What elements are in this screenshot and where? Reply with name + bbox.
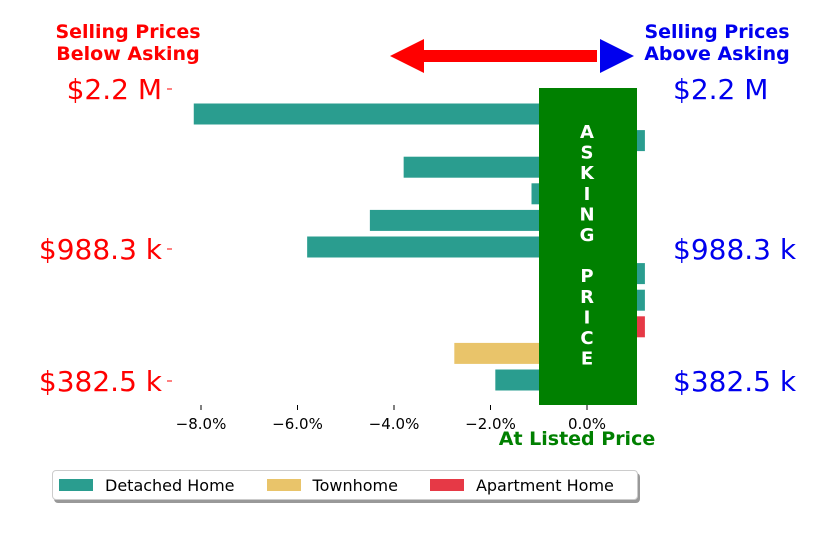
asking-price-letter: A <box>580 122 594 143</box>
bar <box>369 209 587 231</box>
price-labels: $2.2 M $988.3 k $382.5 k $2.2 M $988.3 k $382… <box>39 73 797 398</box>
header-right-line1: Selling Prices <box>644 21 789 43</box>
legend-swatch-detached <box>59 479 93 491</box>
x-tick-label: −8.0% <box>176 415 227 433</box>
right-price-label: $382.5 k <box>673 365 797 398</box>
legend-item-detached: Detached Home <box>59 476 235 495</box>
asking-price-letter: S <box>581 143 594 164</box>
legend-swatch-townhome <box>266 479 301 491</box>
x-axis: −8.0% −6.0% −4.0% −2.0% 0.0% <box>176 405 606 433</box>
asking-price-letter: R <box>580 287 594 308</box>
bar <box>307 236 587 258</box>
asking-price-letter: P <box>580 266 593 287</box>
asking-price-letter: K <box>580 163 595 184</box>
asking-price-letter: N <box>579 204 594 225</box>
left-price-label: $988.3 k <box>39 233 163 266</box>
header-left-line1: Selling Prices <box>55 21 200 43</box>
x-tick-label: −6.0% <box>272 415 323 433</box>
arrow-right <box>600 39 634 73</box>
right-price-label: $988.3 k <box>673 233 797 266</box>
legend-label-townhome: Townhome <box>312 475 398 495</box>
legend-label-apartment: Apartment Home <box>475 475 614 495</box>
left-price-label: $2.2 M <box>67 73 162 106</box>
legend: Detached Home Townhome Apartment Home <box>52 470 638 500</box>
header-left-line2: Below Asking <box>56 43 199 65</box>
asking-price-letter: G <box>580 225 595 246</box>
x-tick-label: 0.0% <box>568 415 606 433</box>
at-listed-price-label: At Listed Price <box>499 428 655 450</box>
right-price-label: $2.2 M <box>673 73 768 106</box>
arrow-left <box>390 39 597 73</box>
legend-label-detached: Detached Home <box>105 475 235 495</box>
header-right-line2: Above Asking <box>644 43 790 65</box>
x-tick-label: −2.0% <box>465 415 516 433</box>
asking-price-letter: I <box>584 184 591 205</box>
legend-swatch-apartment <box>429 479 464 491</box>
left-price-label: $382.5 k <box>39 365 163 398</box>
asking-price-letter: I <box>584 307 591 328</box>
legend-item-townhome: Townhome <box>266 475 398 495</box>
legend-item-apartment: Apartment Home <box>429 475 614 495</box>
asking-price-letter: E <box>581 349 593 370</box>
bar <box>193 103 587 125</box>
asking-price-letter: C <box>580 328 593 349</box>
asking-price-band <box>539 88 637 405</box>
x-tick-label: −4.0% <box>369 415 420 433</box>
